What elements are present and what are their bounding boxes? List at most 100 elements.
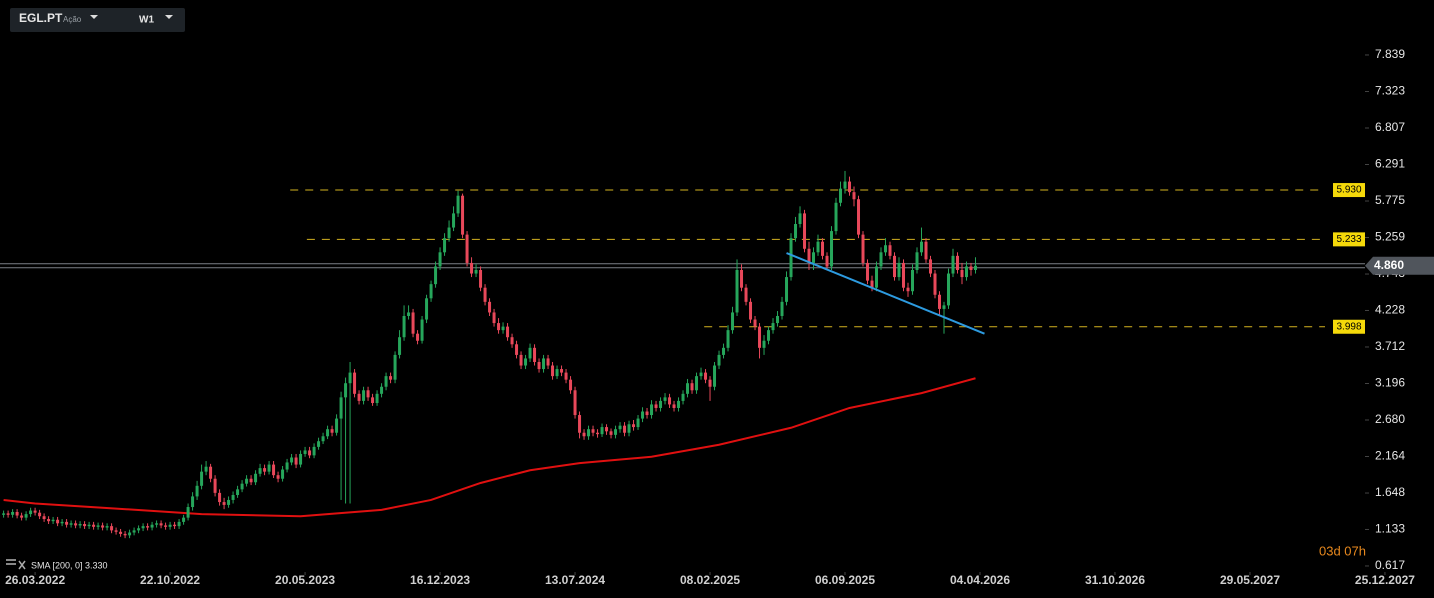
candle-body bbox=[852, 192, 856, 200]
dropdown-arrow[interactable] bbox=[90, 15, 98, 19]
countdown: 03d 07h bbox=[1319, 543, 1366, 558]
candle-body bbox=[254, 473, 258, 483]
candle-body bbox=[465, 234, 469, 263]
plot: 0.617 1.133 1.648 2.164 2.680 3.196 3.712 4.228… bbox=[0, 47, 1434, 587]
candle-body bbox=[398, 337, 402, 355]
candle-body bbox=[177, 521, 181, 527]
candle-body bbox=[60, 521, 64, 524]
candle-body bbox=[960, 270, 964, 278]
candle-body bbox=[29, 510, 33, 515]
candle-body bbox=[227, 499, 231, 505]
candle-body bbox=[78, 524, 82, 526]
close-icon[interactable] bbox=[18, 560, 26, 570]
candle-body bbox=[964, 266, 968, 278]
x-tick-label: 25.12.2027 bbox=[1355, 573, 1415, 587]
candle-body bbox=[434, 266, 438, 285]
candle-body bbox=[830, 231, 834, 267]
candle-body bbox=[973, 265, 977, 270]
y-tick-label: 2.680 bbox=[1375, 412, 1405, 426]
timeframe[interactable]: W1 bbox=[139, 15, 154, 26]
candle-body bbox=[812, 252, 816, 263]
candle-body bbox=[2, 513, 6, 515]
icon bbox=[6, 559, 16, 561]
candle-body bbox=[897, 262, 901, 278]
candle-body bbox=[222, 502, 226, 505]
candle-body bbox=[119, 531, 123, 534]
symbol[interactable]: EGL.PT bbox=[19, 11, 63, 25]
candle-body bbox=[47, 519, 51, 522]
candle-body bbox=[735, 270, 739, 313]
candle-body bbox=[164, 525, 168, 527]
y-tick-label: 3.196 bbox=[1375, 376, 1405, 390]
candle-body bbox=[672, 404, 676, 408]
symbol-bar[interactable]: EGL.PT Ação W1 bbox=[10, 8, 185, 32]
candle-body bbox=[357, 393, 361, 401]
level-label: 5.930 bbox=[1336, 185, 1361, 196]
y-tick-label: 7.839 bbox=[1375, 47, 1405, 61]
candle-body bbox=[596, 432, 600, 435]
candle-body bbox=[474, 270, 478, 274]
candle-body bbox=[564, 372, 568, 380]
candle-body bbox=[420, 319, 424, 341]
y-tick-label: 1.648 bbox=[1375, 485, 1405, 499]
candle-body bbox=[875, 266, 879, 288]
candle-body bbox=[213, 478, 217, 493]
candle-body bbox=[744, 287, 748, 302]
candle-body bbox=[371, 397, 375, 404]
symbol-box[interactable] bbox=[10, 8, 185, 32]
candle-body bbox=[533, 347, 537, 362]
candle-body bbox=[128, 532, 132, 536]
candle-body bbox=[879, 252, 883, 267]
candle-body bbox=[308, 450, 312, 456]
instrument-type: Ação bbox=[63, 15, 82, 24]
candle-body bbox=[110, 526, 114, 531]
candle-body bbox=[578, 415, 582, 433]
dropdown-arrow[interactable] bbox=[165, 15, 173, 19]
candle-body bbox=[443, 238, 447, 253]
candle-body bbox=[483, 287, 487, 302]
candle-body bbox=[519, 354, 523, 366]
candle-body bbox=[497, 323, 501, 331]
candle-body bbox=[20, 515, 24, 518]
candle-body bbox=[690, 383, 694, 391]
candle-body bbox=[168, 524, 172, 527]
x-tick-label: 26.03.2022 bbox=[5, 573, 65, 587]
candle-body bbox=[51, 519, 55, 522]
candle-body bbox=[753, 319, 757, 327]
candle-body bbox=[645, 411, 649, 416]
candle-body bbox=[623, 425, 627, 433]
candle-body bbox=[339, 397, 343, 419]
x-tick-label: 22.10.2022 bbox=[140, 573, 200, 587]
candle-body bbox=[955, 255, 959, 270]
candle-body bbox=[816, 241, 820, 253]
candle-body bbox=[150, 524, 154, 528]
candle-body bbox=[924, 241, 928, 260]
candle-body bbox=[173, 524, 177, 527]
candle-body bbox=[767, 330, 771, 341]
candle-body bbox=[560, 369, 564, 373]
candle-body bbox=[762, 340, 766, 348]
candle-body bbox=[677, 400, 681, 408]
candle-body bbox=[902, 262, 906, 288]
candle-body bbox=[555, 369, 559, 377]
candle-body bbox=[659, 400, 663, 408]
candle-body bbox=[780, 301, 784, 316]
candle-body bbox=[951, 255, 955, 274]
candle-body bbox=[771, 323, 775, 331]
candle-body bbox=[326, 429, 330, 437]
candle-body bbox=[294, 457, 298, 465]
candle-body bbox=[402, 315, 406, 338]
candle-body bbox=[6, 513, 10, 515]
candle-body bbox=[857, 199, 861, 235]
candle-body bbox=[429, 284, 433, 299]
candle-body bbox=[632, 424, 636, 428]
candle-body bbox=[668, 397, 672, 405]
candle-body bbox=[492, 312, 496, 324]
sma-line bbox=[3, 377, 976, 518]
candle-body bbox=[366, 390, 370, 398]
candle-body bbox=[488, 301, 492, 313]
candle-body bbox=[798, 213, 802, 225]
candle-body bbox=[65, 521, 69, 525]
candle-body bbox=[893, 255, 897, 278]
candle-body bbox=[969, 266, 973, 270]
